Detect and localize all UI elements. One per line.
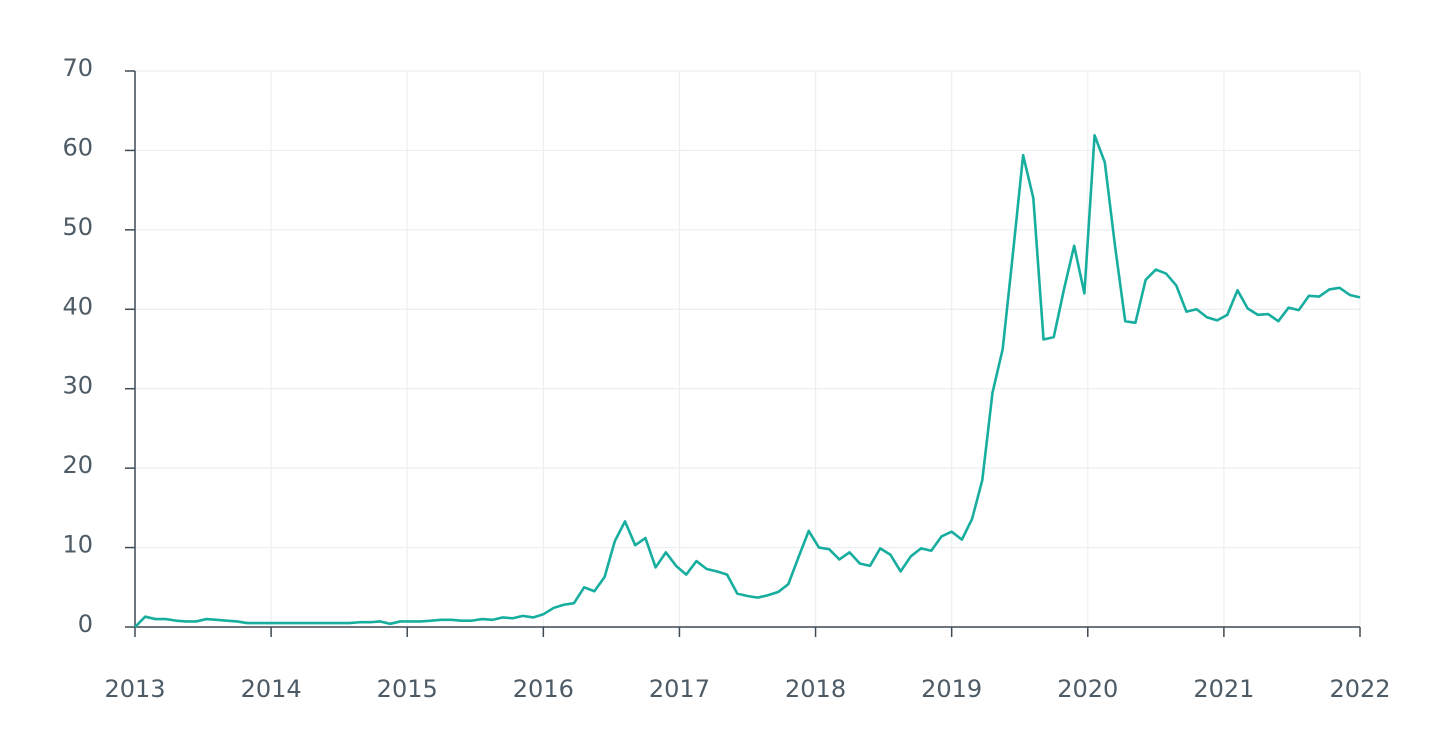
y-tick-label: 60: [62, 133, 93, 161]
y-tick-label: 30: [62, 372, 93, 400]
x-tick-label: 2015: [377, 675, 438, 703]
y-tick-label: 40: [62, 292, 93, 320]
x-tick-label: 2022: [1329, 675, 1390, 703]
x-tick-label: 2017: [649, 675, 710, 703]
y-tick-label: 20: [62, 451, 93, 479]
x-tick-label: 2020: [1057, 675, 1118, 703]
x-tick-label: 2019: [921, 675, 982, 703]
y-tick-label: 10: [62, 531, 93, 559]
x-tick-label: 2018: [785, 675, 846, 703]
x-tick-label: 2014: [241, 675, 302, 703]
x-tick-label: 2013: [104, 675, 165, 703]
x-tick-label: 2016: [513, 675, 574, 703]
y-tick-label: 70: [62, 54, 93, 82]
y-tick-label: 50: [62, 213, 93, 241]
y-tick-label: 0: [78, 610, 93, 638]
x-tick-label: 2021: [1193, 675, 1254, 703]
line-series: [134, 134, 1361, 628]
